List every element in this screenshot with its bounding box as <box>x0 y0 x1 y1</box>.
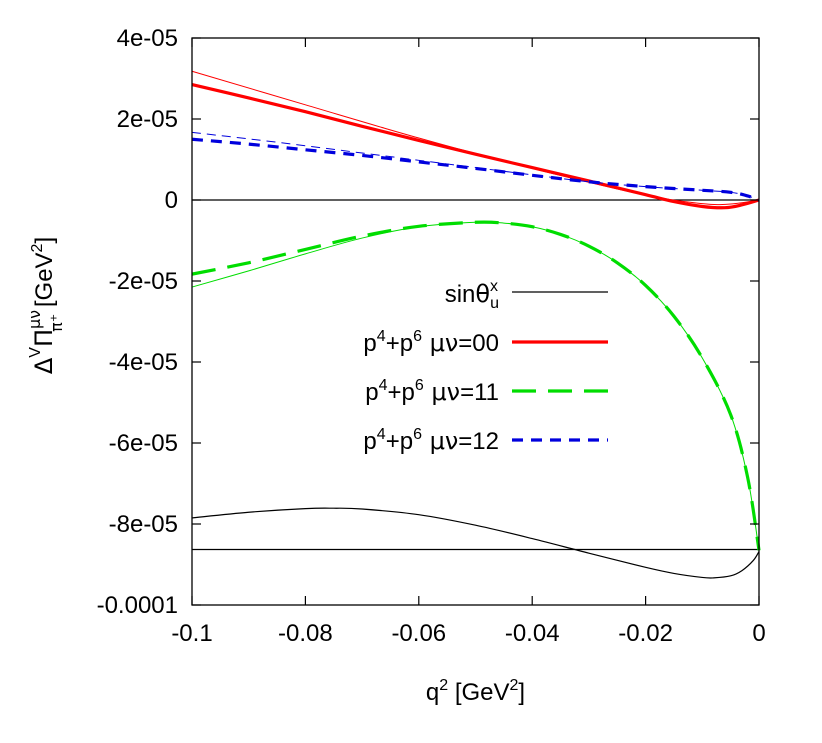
series-line-shape-0 <box>191 507 760 579</box>
legend-label-12: p4+p6 μν=12 <box>363 426 499 455</box>
legend-entry-00: p4+p6 μν=00 <box>363 328 608 357</box>
x-tick-label: -0.08 <box>278 620 333 647</box>
ticks-layer: -0.1 -0.08 -0.06 -0.04 -0.02 0 -0.0001 -8e-05 -6… <box>97 25 766 647</box>
x-axis-label: q2 [GeV2] <box>426 677 525 706</box>
y-tick-label: -4e-05 <box>109 349 178 376</box>
legend-entry-sin-theta: sinθux <box>445 278 608 312</box>
legend-entry-11: p4+p6 μν=11 <box>365 377 608 406</box>
plot-frame <box>191 37 760 606</box>
x-tick-label: -0.1 <box>171 620 212 647</box>
y-axis-label: ΔVΠμν π⁺ [GeV2] <box>25 237 66 374</box>
y-tick-label: 2e-05 <box>117 106 178 133</box>
x-tick-label: -0.06 <box>391 620 446 647</box>
y-tick-label: -2e-05 <box>109 268 178 295</box>
series-line-thin-4 <box>191 70 760 206</box>
legend-label-11: p4+p6 μν=11 <box>365 377 499 406</box>
legend-label-00: p4+p6 μν=00 <box>363 328 499 357</box>
y-tick-label: 0 <box>165 187 178 214</box>
y-tick-label: -8e-05 <box>109 511 178 538</box>
series-line-7 <box>191 137 760 202</box>
x-tick-label: 0 <box>752 620 765 647</box>
legend-entry-12: p4+p6 μν=12 <box>363 426 608 455</box>
y-tick-label: -0.0001 <box>97 592 178 619</box>
y-tick-label: 4e-05 <box>117 25 178 52</box>
legend: sinθux p4+p6 μν=00 p4+p6 μν=11 p4+p6 μν=… <box>363 278 608 455</box>
y-tick-label: -6e-05 <box>109 430 178 457</box>
x-tick-label: -0.02 <box>618 620 673 647</box>
series-layer <box>191 70 761 579</box>
x-tick-label: -0.04 <box>505 620 560 647</box>
series-line-thin-8 <box>191 131 760 201</box>
series-line-3 <box>191 83 760 210</box>
series-line-thin-6 <box>191 221 760 551</box>
legend-label-sin-theta: sinθux <box>445 278 499 312</box>
